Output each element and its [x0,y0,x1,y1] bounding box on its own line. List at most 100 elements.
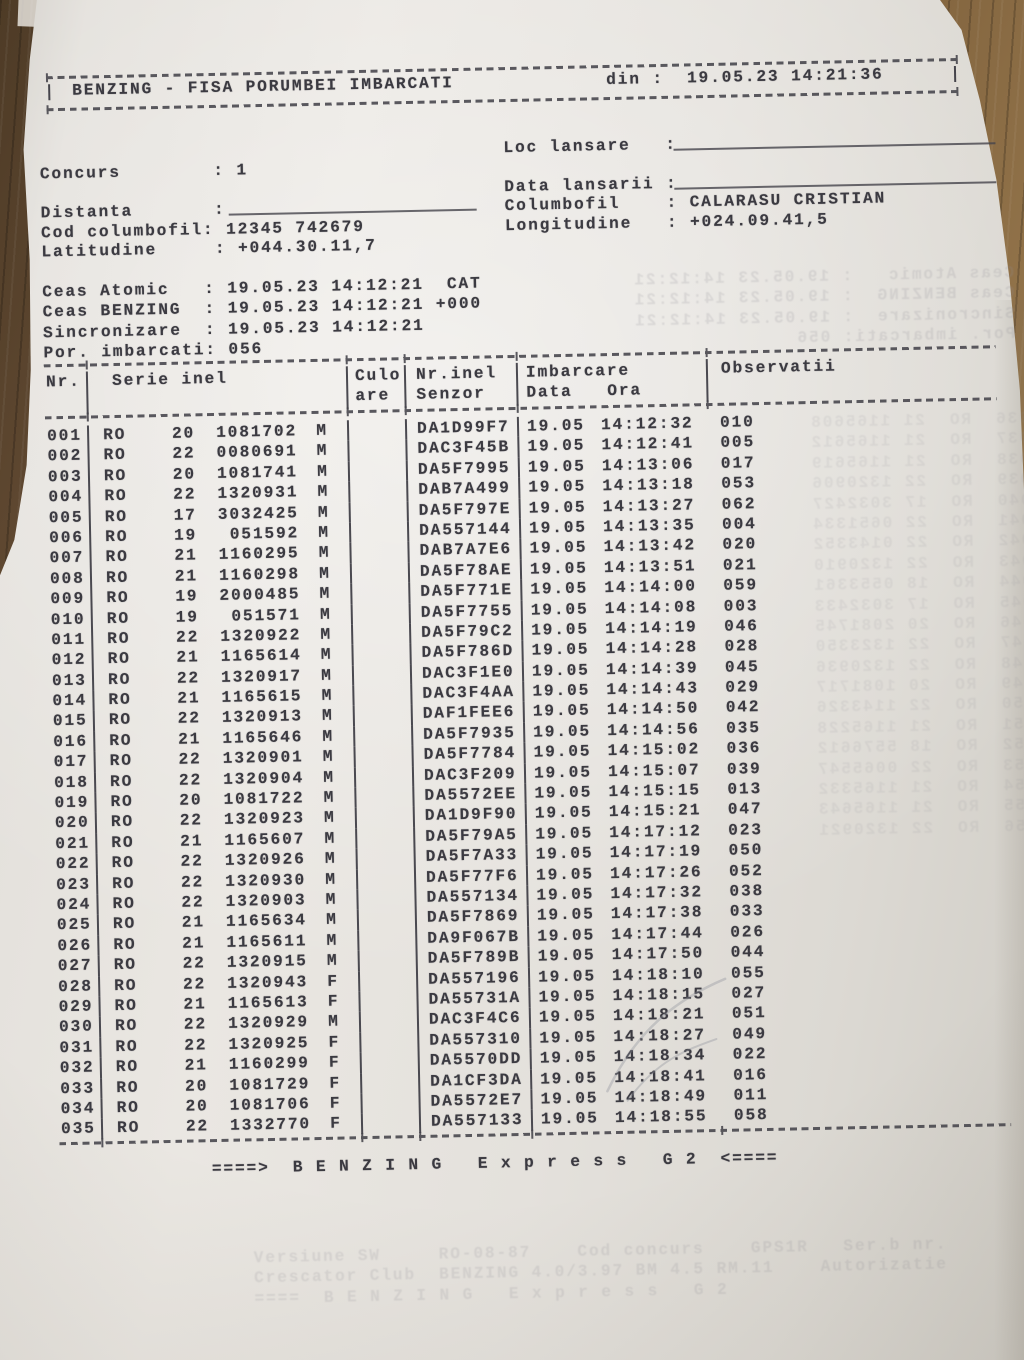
cell-culoare [359,1030,418,1053]
imbarcare-ora: 14:14:08 [604,597,698,618]
ring-year: 21 [179,832,204,851]
imbarcare-ora: 14:17:38 [610,903,704,924]
imbarcare-ora: 14:13:51 [603,557,697,577]
sex-code: M [316,462,329,481]
cell-culoare [355,826,414,849]
cell-culoare [360,1112,420,1134]
ring-year: 22 [182,974,207,994]
ring-country: RO [116,1118,141,1138]
cell-culoare [346,419,406,441]
cell-senzor: DAC3F4AA [410,681,523,705]
imbarcare-data: 19.05 [527,436,586,457]
ring-year: 22 [180,872,205,892]
cell-nr: 031 [59,1038,95,1057]
cell-nr: 032 [59,1058,95,1078]
sex-code: M [316,421,329,440]
cell-senzor: DAC3F1E0 [409,661,523,685]
imbarcare-ora: 14:17:44 [611,924,704,944]
imbarcare-data: 19.05 [528,477,587,497]
cell-senzor: DA5F771E [408,579,521,603]
ring-country: RO [108,690,132,710]
sex-code: M [317,503,330,522]
imbarcare-data: 19.05 [533,742,592,762]
ring-country: RO [110,792,134,812]
ring-number: 1165646 [222,728,304,748]
imbarcare-ora: 14:13:35 [602,516,696,537]
ring-country: RO [106,588,130,608]
imbarcare-data: 19.05 [531,661,590,681]
cell-senzor: DA5F77F6 [413,865,527,889]
ring-country: RO [111,853,136,873]
ring-number: 1160295 [218,544,300,565]
cell-culoare [359,1051,418,1073]
ring-number: 1081729 [229,1074,311,1095]
cell-culoare [355,847,414,869]
ring-number: 1165614 [220,646,302,667]
imbarcare-data: 19.05 [533,763,593,783]
cell-nr: 006 [49,528,85,548]
cell-senzor: DAB7A7E6 [407,539,520,562]
cell-senzor: DA5572E7 [418,1089,531,1113]
cell-senzor: DAB7A499 [406,478,519,501]
ring-country: RO [111,833,135,852]
ring-year: 20 [185,1097,209,1116]
ring-country: RO [114,996,138,1016]
cell-nr: 013 [51,671,87,690]
cell-nr: 011 [51,630,87,650]
imbarcare-ora: 14:14:00 [604,577,697,598]
cell-nr: 012 [51,650,87,670]
imbarcare-data: 19.05 [529,559,588,579]
cell-nr: 007 [49,548,85,568]
cell-culoare [360,1091,419,1114]
ring-number: 3032425 [217,503,299,524]
ring-number: 1320926 [224,850,306,871]
cell-culoare [347,439,406,462]
distanta-blank-line [228,208,477,216]
ring-country: RO [102,425,127,445]
sex-code: M [323,809,336,828]
cell-culoare [348,480,407,502]
sex-code: F [327,972,340,991]
imbarcare-data: 19.05 [533,722,592,742]
ring-year: 21 [181,913,206,933]
imbarcare-data: 19.05 [526,416,586,436]
imbarcare-ora: 14:14:39 [605,658,699,679]
cell-culoare [354,806,414,829]
imbarcare-ora: 14:13:06 [601,455,695,475]
cell-nr: 003 [47,467,83,487]
field-concurs: Concurs : 1 [39,161,249,184]
ring-country: RO [111,874,136,893]
ring-number: 1320923 [223,809,306,830]
imbarcare-data: 19.05 [534,803,593,824]
cell-culoare [350,602,409,625]
ring-year: 21 [182,934,206,953]
cell-nr: 004 [48,487,84,507]
cell-culoare [352,704,412,727]
imbarcare-ora: 14:14:19 [604,618,698,639]
ring-year: 21 [176,648,200,668]
ring-year: 22 [183,1015,208,1035]
imbarcare-data: 19.05 [530,620,590,640]
ring-number: 2000485 [219,585,301,606]
cell-culoare [348,500,407,523]
cell-nr: 024 [56,895,92,915]
cell-senzor: DA55731A [416,987,529,1011]
cell-senzor: DA5F7784 [411,743,524,766]
cell-nr: 014 [52,691,88,711]
ring-year: 21 [177,730,202,749]
imbarcare-ora: 14:17:12 [609,822,702,842]
ring-number: 051571 [231,605,301,626]
ring-country: RO [105,568,130,587]
imbarcare-ora: 14:17:32 [610,883,704,904]
cell-senzor: DA5F7755 [408,600,521,624]
sex-code: M [321,707,334,726]
cell-nr: 027 [57,956,93,976]
imbarcare-data: 19.05 [530,600,589,620]
ring-country: RO [113,935,137,954]
cell-nr: 008 [49,569,85,589]
cell-senzor: DAC3F209 [411,763,525,787]
sex-code: M [317,482,330,502]
cell-culoare [351,663,411,686]
imbarcare-data: 19.05 [534,783,593,803]
ring-country: RO [115,1057,140,1077]
